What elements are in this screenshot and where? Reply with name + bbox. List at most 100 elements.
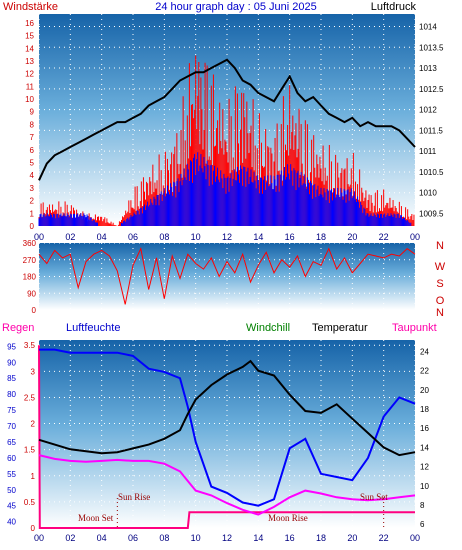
- x-tick-label-temp: 00: [410, 533, 420, 543]
- y-tick-label-humidity: 90: [7, 358, 16, 367]
- x-tick-label-wind: 06: [128, 232, 138, 242]
- y-tick-label-pressure: 1012.5: [419, 85, 444, 94]
- x-tick-label-wind: 00: [410, 232, 420, 242]
- y-tick-label-temperature: 6: [420, 520, 425, 529]
- x-tick-label-temp: 06: [128, 533, 138, 543]
- legend-luftfeuchte: Luftfeuchte: [66, 322, 120, 334]
- x-tick-label-temp: 22: [379, 533, 389, 543]
- y-tick-label-humidity: 75: [7, 406, 16, 415]
- y-tick-label-humidity: 55: [7, 470, 16, 479]
- y-tick-label-temperature: 22: [420, 367, 429, 376]
- x-tick-label-temp: 14: [253, 533, 263, 543]
- annotation-sun-set: Sun Set: [360, 492, 388, 502]
- dewpoint-line: [38, 454, 416, 516]
- x-tick-label-temp: 04: [97, 533, 107, 543]
- dir-label-o: O: [436, 295, 445, 307]
- y-tick-label-direction: 90: [27, 289, 36, 298]
- dir-label-n-top: N: [436, 240, 444, 252]
- y-tick-label-temperature: 14: [420, 443, 429, 452]
- annotation-moon-rise: Moon Rise: [268, 513, 308, 523]
- y-tick-label-direction: 0: [32, 306, 37, 315]
- y-tick-label-direction: 360: [23, 239, 37, 248]
- dir-label-w: W: [435, 261, 446, 273]
- x-tick-label-temp: 00: [34, 533, 44, 543]
- y-tick-label-pressure: 1009.5: [419, 210, 444, 219]
- x-tick-label-temp: 20: [347, 533, 357, 543]
- panel-temperature-bg: [39, 340, 415, 528]
- x-tick-label-temp: 10: [191, 533, 201, 543]
- annotation-moon-set: Moon Set: [78, 513, 114, 523]
- y-tick-label-wind: 4: [30, 171, 35, 180]
- direction-series: [38, 246, 416, 305]
- y-tick-label-wind: 5: [30, 159, 35, 168]
- x-tick-label-wind: 04: [97, 232, 107, 242]
- x-tick-label-temp: 02: [65, 533, 75, 543]
- annotation-sun-rise: Sun Rise: [118, 492, 150, 502]
- y-tick-label-pressure: 1013: [419, 64, 437, 73]
- y-tick-label-pressure: 1011: [419, 147, 437, 156]
- legend-temperatur: Temperatur: [312, 322, 368, 334]
- y-tick-label-humidity: 95: [7, 342, 16, 351]
- y-tick-label-rain: 3.5: [24, 341, 36, 350]
- y-tick-label-temperature: 24: [420, 348, 429, 357]
- y-tick-label-wind: 11: [26, 82, 35, 91]
- y-tick-label-wind: 3: [30, 184, 35, 193]
- legend-windchill: Windchill: [246, 322, 290, 334]
- y-tick-label-wind: 2: [30, 197, 35, 206]
- y-tick-label-pressure: 1013.5: [419, 43, 444, 52]
- y-tick-label-humidity: 70: [7, 422, 16, 431]
- x-tick-label-temp: 08: [159, 533, 169, 543]
- y-tick-label-wind: 0: [30, 222, 35, 231]
- x-tick-label-temp: 18: [316, 533, 326, 543]
- pressure-series: [38, 58, 416, 181]
- temperature-line: [38, 359, 416, 457]
- y-tick-label-wind: 15: [25, 32, 34, 41]
- y-tick-label-humidity: 45: [7, 502, 16, 511]
- y-tick-label-wind: 1: [30, 209, 35, 218]
- y-tick-label-wind: 14: [25, 44, 34, 53]
- y-tick-label-rain: 3: [31, 367, 36, 376]
- dir-label-n-bottom: N: [436, 307, 444, 319]
- x-tick-label-wind: 16: [285, 232, 295, 242]
- y-tick-label-temperature: 16: [420, 424, 429, 433]
- y-tick-label-temperature: 20: [420, 386, 429, 395]
- dir-label-s: S: [436, 278, 443, 290]
- header-right: Luftdruck: [371, 1, 417, 13]
- y-tick-label-direction: 270: [23, 256, 37, 265]
- header-center: 24 hour graph day : 05 Juni 2025: [155, 1, 316, 13]
- y-tick-label-wind: 8: [30, 120, 35, 129]
- y-tick-label-wind: 7: [30, 133, 35, 142]
- y-tick-label-pressure: 1010.5: [419, 168, 444, 177]
- humidity-line: [39, 348, 416, 507]
- header-left: Windstärke: [3, 1, 58, 13]
- y-tick-label-rain: 1: [31, 472, 36, 481]
- x-tick-label-wind: 08: [159, 232, 169, 242]
- y-tick-label-pressure: 1011.5: [419, 126, 443, 135]
- y-tick-label-pressure: 1014: [419, 22, 437, 31]
- y-tick-label-pressure: 1010: [419, 189, 437, 198]
- y-tick-label-wind: 6: [30, 146, 35, 155]
- y-tick-label-rain: 2.5: [24, 393, 36, 402]
- y-tick-label-direction: 180: [23, 273, 37, 282]
- y-tick-label-temperature: 18: [420, 405, 429, 414]
- x-tick-label-wind: 12: [222, 232, 232, 242]
- temperature-series: [38, 345, 416, 529]
- x-tick-label-wind: 18: [316, 232, 326, 242]
- direction-line: [38, 246, 416, 305]
- y-tick-label-temperature: 8: [420, 501, 425, 510]
- y-tick-label-humidity: 80: [7, 390, 16, 399]
- y-tick-label-rain: 2: [31, 420, 36, 429]
- tick-labels: 00 02 04 06 08 10 12 14 16 18 20 22 0001234567891011…: [7, 19, 444, 543]
- x-tick-label-wind: 00: [34, 232, 44, 242]
- legend-taupunkt: Taupunkt: [392, 322, 437, 334]
- y-tick-label-wind: 16: [25, 19, 34, 28]
- y-tick-label-pressure: 1012: [419, 106, 437, 115]
- y-tick-label-wind: 13: [25, 57, 34, 66]
- y-tick-label-rain: 1.5: [24, 446, 36, 455]
- x-tick-label-wind: 14: [253, 232, 263, 242]
- y-tick-label-wind: 10: [25, 95, 34, 104]
- pressure-line: [38, 58, 416, 181]
- y-tick-label-humidity: 40: [7, 518, 16, 527]
